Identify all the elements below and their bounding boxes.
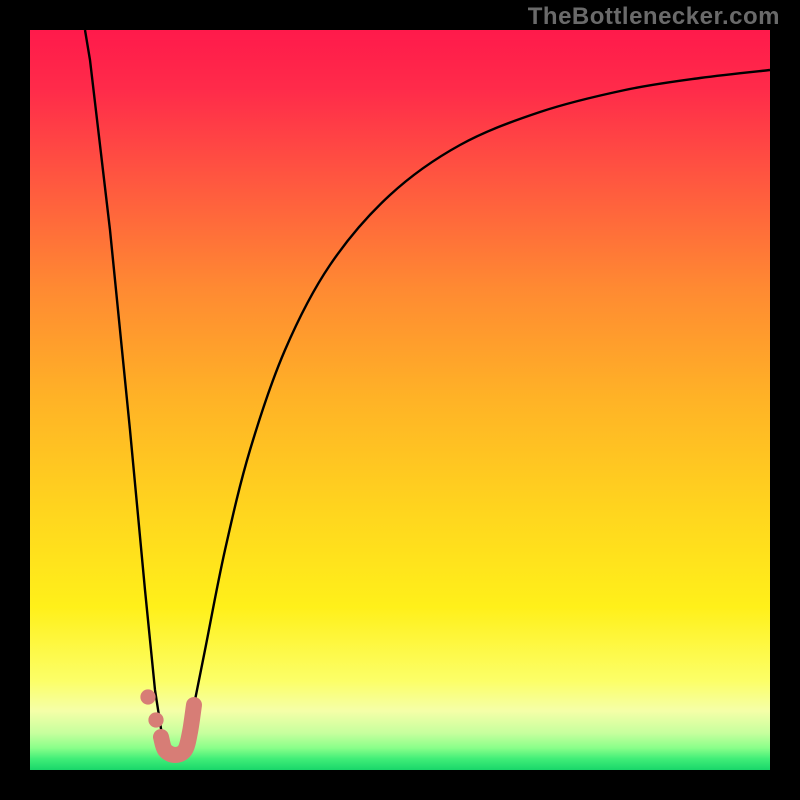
valley-marker-dot-0 [140,689,155,704]
container: TheBottlenecker.com [0,0,800,800]
chart-background [30,30,770,770]
watermark-text: TheBottlenecker.com [528,3,780,31]
valley-marker-dot-1 [148,712,163,727]
plot-area [30,30,770,770]
chart-svg [30,30,770,770]
